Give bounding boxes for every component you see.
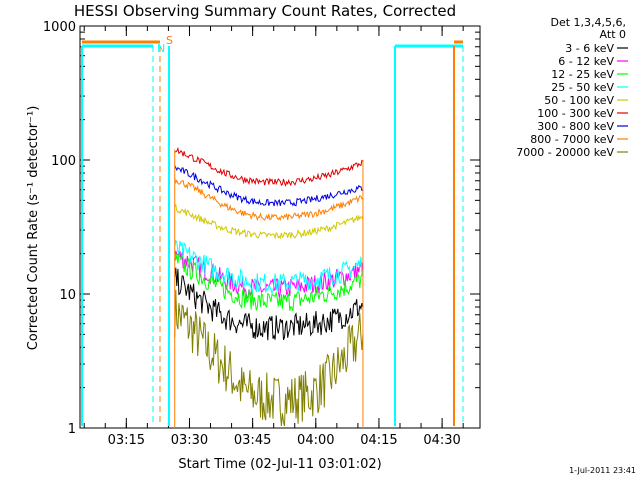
legend-label: 800 - 7000 keV bbox=[530, 133, 614, 146]
saa-flag-label: S bbox=[166, 34, 173, 47]
plot-frame bbox=[79, 25, 481, 429]
legend-header-line-1: Det 1,3,4,5,6, bbox=[550, 16, 626, 29]
legend-label: 100 - 300 keV bbox=[537, 107, 614, 120]
series-line-6 bbox=[174, 165, 364, 207]
series-line-0 bbox=[174, 267, 364, 341]
series-line-8 bbox=[174, 289, 364, 427]
x-tick-label: 04:00 bbox=[297, 433, 334, 448]
y-tick-label: 1 bbox=[68, 422, 76, 437]
legend-header-line-2: Att 0 bbox=[600, 28, 626, 41]
legend-label: 12 - 25 keV bbox=[551, 68, 614, 81]
night-flag-label: N bbox=[157, 42, 165, 55]
legend-label: 25 - 50 keV bbox=[551, 81, 614, 94]
y-axis-label: Corrected Count Rate (s⁻¹ detector⁻¹) bbox=[26, 106, 41, 351]
y-tick-label: 100 bbox=[51, 154, 76, 169]
legend-label: 300 - 800 keV bbox=[537, 120, 614, 133]
series-line-5 bbox=[174, 146, 364, 187]
series-line-7 bbox=[174, 177, 364, 222]
series-line-2 bbox=[174, 250, 364, 312]
footer-timestamp: 1-Jul-2011 23:41 bbox=[569, 466, 636, 475]
series-line-3 bbox=[174, 239, 364, 295]
chart-title: HESSI Observing Summary Count Rates, Cor… bbox=[74, 2, 456, 20]
x-tick-label: 03:45 bbox=[234, 433, 271, 448]
x-tick-label: 03:30 bbox=[171, 433, 208, 448]
series-line-1 bbox=[174, 250, 364, 299]
x-tick-label: 03:15 bbox=[108, 433, 145, 448]
series-line-4 bbox=[174, 203, 364, 240]
legend-label: 3 - 6 keV bbox=[565, 42, 614, 55]
x-tick-label: 04:30 bbox=[423, 433, 460, 448]
y-tick-label: 1000 bbox=[43, 20, 76, 35]
legend-label: 6 - 12 keV bbox=[558, 55, 614, 68]
x-axis-label: Start Time (02-Jul-11 03:01:02) bbox=[178, 457, 381, 472]
legend-label: 50 - 100 keV bbox=[544, 94, 614, 107]
y-tick-label: 10 bbox=[59, 288, 76, 303]
legend-label: 7000 - 20000 keV bbox=[516, 146, 614, 159]
plot-area: 1 10 100 1000 03:15 03:30 03:45 04:00 04:15 04:30… bbox=[43, 20, 481, 448]
x-tick-label: 04:15 bbox=[360, 433, 397, 448]
